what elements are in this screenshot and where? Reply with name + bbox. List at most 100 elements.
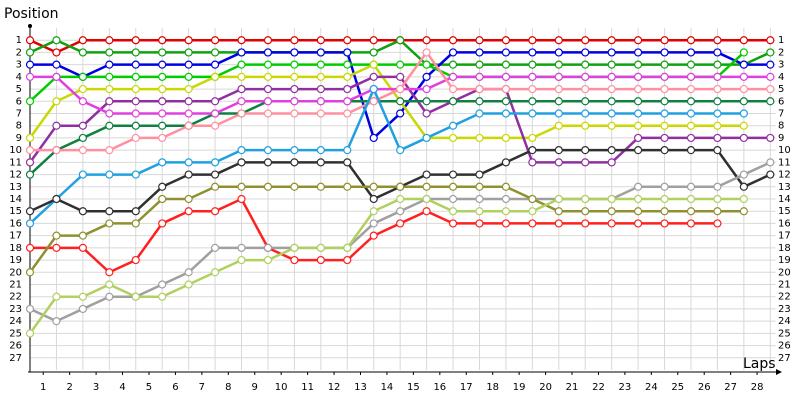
- lap-point: [78, 304, 87, 314]
- lap-point: [607, 146, 616, 155]
- lap-point: [396, 146, 405, 155]
- lap-point: [290, 48, 299, 57]
- lap-point: [581, 36, 590, 45]
- lap-point: [422, 207, 431, 216]
- lap-point: [713, 72, 722, 81]
- lap-point: [78, 72, 87, 81]
- lap-point: [607, 194, 616, 204]
- lap-point: [448, 36, 458, 45]
- lap-point: [686, 109, 696, 118]
- lap-point: [158, 60, 167, 69]
- lap-point: [105, 292, 114, 301]
- lap-point: [739, 60, 748, 69]
- lap-point: [105, 170, 114, 179]
- lap-point: [475, 207, 484, 216]
- y-tick-label: 6: [16, 96, 22, 107]
- lap-point: [316, 36, 325, 45]
- lap-point: [184, 60, 193, 69]
- lap-point: [290, 60, 299, 69]
- lap-point: [158, 121, 167, 130]
- lap-point: [52, 121, 61, 130]
- lap-point: [634, 36, 643, 45]
- lap-point: [343, 36, 352, 45]
- lap-point: [475, 219, 484, 228]
- x-tick-label: 7: [199, 382, 205, 393]
- lap-point: [739, 194, 748, 204]
- y-tick-label: 1: [16, 35, 22, 46]
- lap-point: [184, 280, 193, 289]
- lap-point: [78, 48, 87, 57]
- lap-point: [554, 97, 563, 106]
- y-tick-label: 6: [778, 96, 784, 107]
- y-tick-label: 18: [778, 243, 791, 254]
- lap-point: [369, 133, 378, 143]
- lap-point: [343, 109, 352, 118]
- lap-point: [131, 97, 140, 106]
- lap-point: [105, 48, 114, 57]
- lap-point: [184, 194, 193, 204]
- lap-point: [131, 48, 140, 57]
- y-tick-label: 25: [9, 328, 22, 339]
- y-tick-label: 14: [778, 194, 791, 205]
- x-tick-label: 21: [566, 382, 579, 393]
- lap-point: [343, 60, 352, 69]
- lap-point: [686, 182, 696, 191]
- x-tick-label: 12: [328, 382, 341, 393]
- lap-point: [686, 72, 696, 81]
- lap-point: [237, 97, 246, 106]
- lap-point: [396, 182, 405, 191]
- lap-point: [554, 207, 563, 216]
- lap-point: [660, 97, 669, 106]
- lap-point: [396, 84, 405, 94]
- y-tick-label: 4: [778, 72, 784, 83]
- lap-point: [581, 72, 590, 81]
- lap-point: [316, 243, 325, 252]
- lap-point: [158, 84, 167, 94]
- series-line: [29, 85, 744, 225]
- lap-point: [660, 36, 669, 45]
- lap-point: [184, 72, 193, 81]
- lap-point: [686, 194, 696, 204]
- lap-point: [290, 72, 299, 81]
- lap-point: [158, 97, 167, 106]
- x-tick-label: 1: [40, 382, 46, 393]
- y-tick-label: 23: [778, 304, 791, 315]
- y-tick-label: 22: [9, 292, 22, 303]
- x-tick-label: 13: [354, 382, 367, 393]
- lap-point: [105, 268, 114, 277]
- lap-point: [343, 255, 352, 265]
- lap-point: [52, 72, 61, 81]
- lap-point: [713, 84, 722, 94]
- lap-point: [554, 60, 563, 69]
- lap-point: [713, 48, 722, 57]
- lap-point: [343, 182, 352, 191]
- lap-point: [448, 182, 458, 191]
- lap-point: [766, 36, 775, 45]
- lap-point: [369, 207, 378, 216]
- lap-point: [607, 158, 616, 167]
- lap-point: [660, 207, 669, 216]
- lap-point: [131, 60, 140, 69]
- lap-point: [369, 72, 378, 81]
- lap-point: [422, 97, 431, 106]
- x-tick-label: 19: [513, 382, 526, 393]
- lap-point: [660, 194, 669, 204]
- lap-point: [210, 60, 220, 69]
- y-tick-label: 5: [778, 84, 784, 95]
- lap-point: [448, 219, 458, 228]
- lap-point: [184, 207, 193, 216]
- lap-point: [422, 109, 431, 118]
- lap-point: [263, 97, 273, 106]
- lap-point: [184, 121, 193, 130]
- lap-point: [607, 60, 616, 69]
- lap-point: [52, 60, 61, 69]
- lap-point: [634, 72, 643, 81]
- lap-point: [660, 109, 669, 118]
- lap-point: [369, 48, 378, 57]
- lap-point: [237, 72, 246, 81]
- lap-point: [263, 109, 273, 118]
- lap-point: [581, 84, 590, 94]
- lap-point: [713, 36, 722, 45]
- lap-point: [686, 219, 696, 228]
- lap-point: [448, 194, 458, 204]
